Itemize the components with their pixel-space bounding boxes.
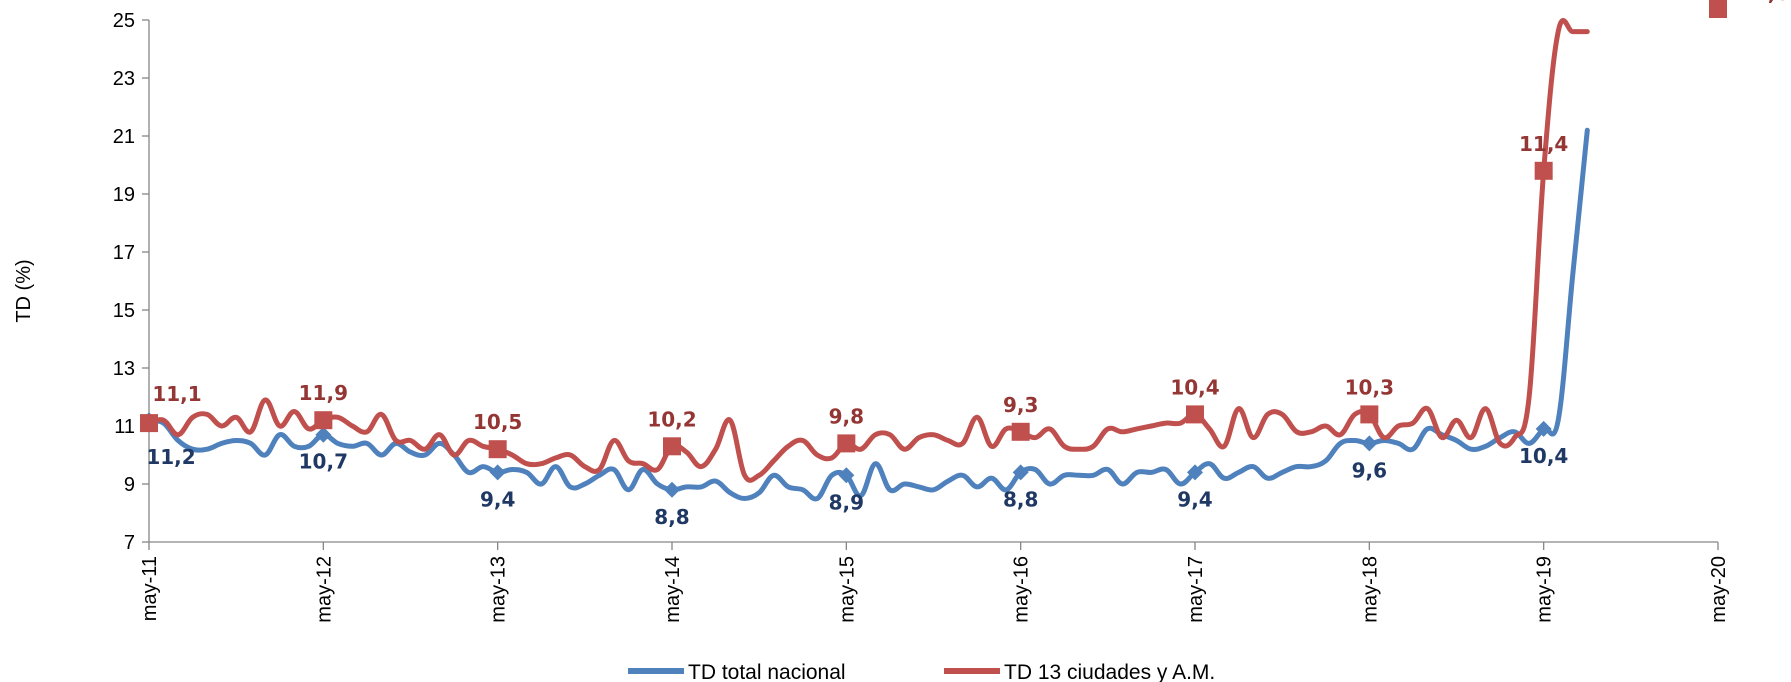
- data-label: 9,4: [1177, 487, 1212, 511]
- data-label: 11,1: [152, 382, 201, 406]
- y-tick-label: 13: [113, 358, 135, 380]
- y-tick-label: 17: [113, 242, 135, 264]
- x-tick-label: may-16: [1011, 556, 1033, 623]
- legend-label-1: TD 13 ciudades y A.M.: [1004, 661, 1215, 682]
- data-label: 10,3: [1345, 375, 1394, 399]
- legend: TD total nacional TD 13 ciudades y A.M.: [628, 661, 1215, 682]
- y-tick-label: 21: [113, 126, 135, 148]
- x-tick-label: may-20: [1708, 556, 1730, 623]
- data-label: 9,4: [480, 487, 515, 511]
- x-tick-label: may-14: [662, 556, 684, 623]
- y-tick-label: 15: [113, 300, 135, 322]
- series-1-marker: [837, 434, 856, 453]
- y-tick-label: 19: [113, 184, 135, 206]
- data-label: 9,8: [829, 404, 864, 428]
- data-label: 10,5: [473, 410, 522, 434]
- series-0-marker: [1535, 420, 1552, 437]
- x-tick-label: may-15: [836, 556, 858, 623]
- data-label: 10,4: [1519, 444, 1568, 468]
- marker-layer: [140, 0, 1727, 498]
- data-label: 9,3: [1003, 393, 1038, 417]
- y-tick-label: 11: [114, 416, 135, 438]
- data-label: 11,9: [299, 381, 348, 405]
- x-axis: may-11 may-12 may-13 may-14 may-15 may-16 may-…: [139, 541, 1730, 623]
- series-0-marker: [315, 426, 332, 443]
- y-axis-title: TD (%): [13, 259, 35, 322]
- x-tick-label: may-17: [1185, 556, 1207, 623]
- series-1-marker: [1186, 405, 1204, 424]
- data-label: 10,4: [1170, 375, 1219, 399]
- data-label-layer: 11,2 10,7 9,4 8,8 8,9 8,8 9,4 9,6 10,4 21,2 11,1 11…: [146, 0, 1789, 529]
- y-tick-label: 7: [124, 532, 135, 554]
- series-1-marker: [1360, 405, 1379, 424]
- y-tick-label: 23: [113, 68, 135, 90]
- data-label: 11,2: [146, 445, 195, 469]
- legend-label-0: TD total nacional: [688, 661, 846, 682]
- data-label: 10,7: [299, 450, 348, 474]
- y-axis: 7 9 11 13 15 17 19 21 23 25: [113, 10, 150, 554]
- data-label: 21,2: [1740, 0, 1789, 5]
- data-label: 11,4: [1519, 132, 1568, 156]
- data-label: 8,8: [654, 505, 689, 529]
- x-tick-label: may-18: [1359, 556, 1381, 623]
- series-1-marker: [663, 437, 681, 456]
- x-tick-label: may-19: [1534, 556, 1556, 623]
- data-label: 9,6: [1352, 458, 1387, 482]
- x-tick-label: may-13: [488, 556, 510, 623]
- data-label: 10,2: [647, 407, 696, 431]
- series-0-marker: [838, 467, 855, 484]
- series-0-marker: [489, 464, 506, 481]
- series-layer: [146, 18, 1590, 502]
- series-line-0: [146, 127, 1590, 502]
- series-0-marker: [1012, 464, 1029, 481]
- x-tick-label: may-11: [139, 556, 161, 621]
- series-0-marker: [664, 481, 680, 498]
- series-1-marker: [314, 411, 333, 430]
- data-label: 24,6: [1740, 0, 1789, 5]
- data-label: 8,8: [1003, 487, 1038, 511]
- x-tick-label: may-12: [313, 556, 335, 623]
- data-label: 8,9: [829, 490, 864, 514]
- series-1-marker: [1534, 161, 1553, 180]
- series-1-marker: [1709, 0, 1727, 18]
- y-tick-label: 9: [124, 474, 135, 496]
- series-1-marker: [140, 414, 158, 433]
- series-0-marker: [1361, 435, 1378, 452]
- y-tick-label: 25: [113, 10, 135, 32]
- series-1-marker: [488, 440, 507, 459]
- series-0-marker: [1187, 464, 1203, 481]
- series-1-marker: [1011, 422, 1030, 441]
